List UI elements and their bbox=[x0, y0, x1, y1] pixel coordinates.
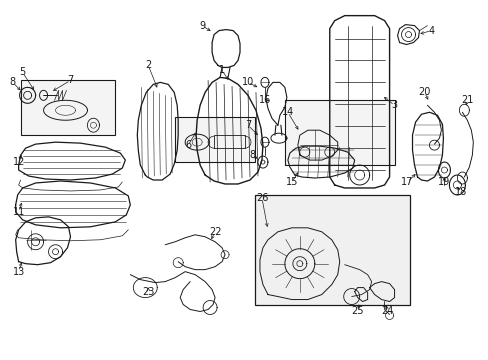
Text: 8: 8 bbox=[10, 77, 16, 87]
Text: 16: 16 bbox=[258, 95, 270, 105]
Text: 3: 3 bbox=[391, 100, 397, 110]
Text: 24: 24 bbox=[381, 306, 393, 316]
Text: 26: 26 bbox=[255, 193, 267, 203]
Text: 21: 21 bbox=[460, 95, 472, 105]
Text: 2: 2 bbox=[145, 60, 151, 71]
Text: 11: 11 bbox=[13, 207, 25, 217]
Text: 5: 5 bbox=[20, 67, 26, 77]
Bar bbox=[254, 195, 408, 305]
Text: 22: 22 bbox=[208, 227, 221, 237]
Text: 18: 18 bbox=[454, 187, 467, 197]
Text: 14: 14 bbox=[281, 107, 293, 117]
Text: 1: 1 bbox=[219, 66, 224, 76]
Text: 19: 19 bbox=[437, 177, 449, 187]
Bar bbox=[175, 117, 254, 162]
Text: 25: 25 bbox=[351, 306, 363, 316]
Bar bbox=[285, 100, 394, 165]
Text: 20: 20 bbox=[417, 87, 430, 97]
Text: 9: 9 bbox=[199, 21, 205, 31]
Text: 23: 23 bbox=[142, 287, 154, 297]
Text: 6: 6 bbox=[185, 140, 191, 150]
Text: 17: 17 bbox=[401, 177, 413, 187]
Text: 12: 12 bbox=[12, 157, 25, 167]
Text: 7: 7 bbox=[67, 75, 74, 85]
Text: 15: 15 bbox=[285, 177, 298, 187]
Bar bbox=[20, 80, 115, 135]
Text: 4: 4 bbox=[427, 26, 434, 36]
Text: 10: 10 bbox=[242, 77, 254, 87]
Text: 8: 8 bbox=[248, 150, 255, 160]
Text: 7: 7 bbox=[244, 120, 251, 130]
Text: 13: 13 bbox=[13, 267, 25, 276]
